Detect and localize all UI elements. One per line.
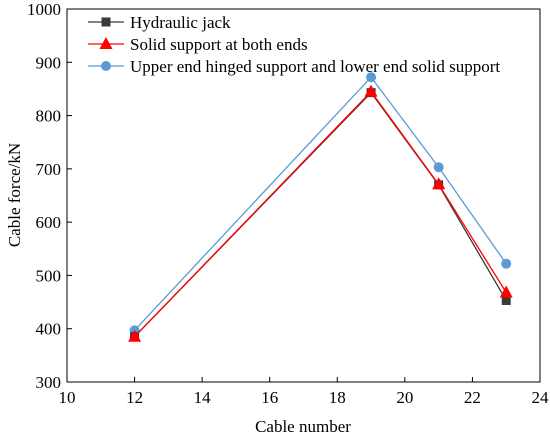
legend-marker bbox=[99, 37, 113, 49]
y-tick-label: 500 bbox=[36, 266, 62, 285]
y-tick-label: 300 bbox=[36, 373, 62, 392]
legend-item: Hydraulic jack bbox=[88, 13, 231, 32]
x-axis-label: Cable number bbox=[255, 417, 351, 436]
legend-label: Hydraulic jack bbox=[130, 13, 231, 32]
legend-marker bbox=[101, 17, 111, 27]
y-tick-label: 400 bbox=[36, 320, 62, 339]
data-point bbox=[433, 162, 444, 173]
series-square bbox=[130, 88, 511, 342]
x-tick-label: 22 bbox=[464, 388, 481, 407]
data-point bbox=[364, 84, 378, 97]
legend-label: Solid support at both ends bbox=[130, 35, 308, 54]
y-tick-label: 900 bbox=[36, 53, 62, 72]
series-line bbox=[134, 76, 507, 331]
y-axis: 300 400 500 600 700 800 900 1000 bbox=[27, 0, 72, 392]
data-point bbox=[128, 329, 142, 342]
series-layer bbox=[128, 72, 513, 342]
legend-item: Solid support at both ends bbox=[88, 35, 308, 54]
series-line bbox=[134, 91, 507, 338]
plot-frame bbox=[66, 8, 541, 383]
x-tick-label: 12 bbox=[126, 388, 143, 407]
legend: Hydraulic jack Solid support at both ends… bbox=[88, 13, 500, 76]
x-axis: 10 12 14 16 18 20 22 24 bbox=[59, 377, 550, 407]
data-point bbox=[366, 72, 377, 83]
y-tick-label: 600 bbox=[36, 213, 62, 232]
x-tick-label: 14 bbox=[194, 388, 212, 407]
data-point bbox=[501, 295, 511, 305]
data-point bbox=[432, 177, 446, 190]
y-axis-label: Cable force/kN bbox=[5, 143, 24, 247]
x-tick-label: 10 bbox=[59, 388, 76, 407]
series-circle bbox=[129, 72, 512, 336]
x-tick-label: 16 bbox=[261, 388, 278, 407]
data-point bbox=[501, 258, 512, 269]
legend-label: Upper end hinged support and lower end s… bbox=[130, 57, 500, 76]
x-tick-label: 20 bbox=[396, 388, 413, 407]
series-triangle bbox=[128, 84, 513, 342]
legend-item: Upper end hinged support and lower end s… bbox=[88, 57, 500, 76]
y-tick-label: 700 bbox=[36, 160, 62, 179]
series-line bbox=[134, 90, 507, 338]
y-tick-label: 800 bbox=[36, 107, 62, 126]
x-tick-label: 24 bbox=[532, 388, 550, 407]
x-tick-label: 18 bbox=[329, 388, 346, 407]
legend-marker bbox=[101, 61, 111, 71]
data-point bbox=[499, 285, 513, 298]
y-tick-label: 1000 bbox=[27, 0, 61, 19]
